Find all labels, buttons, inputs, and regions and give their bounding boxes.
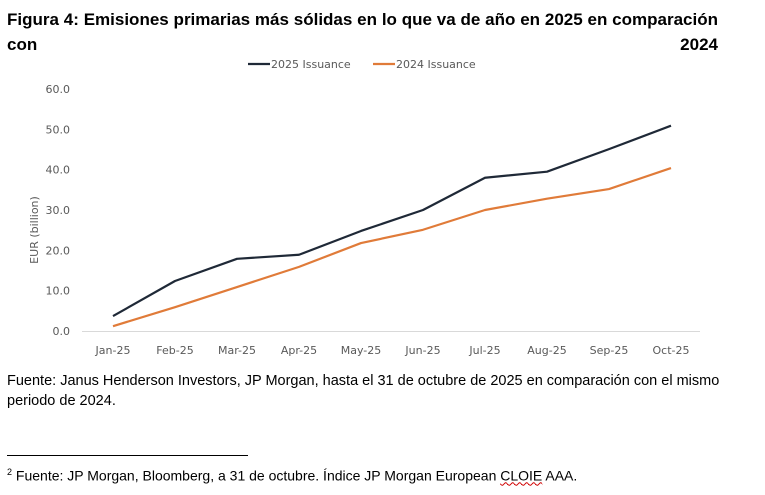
footnote-separator [7,455,248,456]
y-axis-ticks: 0.0 10.0 20.0 30.0 40.0 50.0 60.0 [46,83,71,338]
x-tick-label: Mar-25 [218,344,256,357]
y-tick-label: 20.0 [46,244,71,257]
x-tick-label: Aug-25 [527,344,566,357]
spellcheck-flagged-word[interactable]: CLOIE [500,467,543,484]
x-axis-ticks: Jan-25 Feb-25 Mar-25 Apr-25 May-25 Jun-25 Jul-… [95,344,690,357]
series-lines [112,124,672,328]
figure-title: Figura 4: Emisiones primarias más sólida… [7,10,718,54]
x-tick-label: Jun-25 [404,344,440,357]
footnote-marker: 2 [7,467,13,477]
legend-label: 2024 Issuance [396,58,476,71]
x-tick-label: Apr-25 [281,344,317,357]
x-tick-label: Jan-25 [95,344,131,357]
x-tick-label: Jul-25 [468,344,500,357]
chart-legend: 2025 Issuance 2024 Issuance [248,58,476,71]
footnote: 2 Fuente: JP Morgan, Bloomberg, a 31 de … [7,467,577,484]
y-tick-label: 0.0 [53,325,71,338]
source-note: Fuente: Janus Henderson Investors, JP Mo… [7,373,720,409]
series-line-2025-issuance [112,124,672,318]
legend-label: 2025 Issuance [271,58,351,71]
y-tick-label: 30.0 [46,204,71,217]
x-tick-label: Feb-25 [156,344,193,357]
y-tick-label: 60.0 [46,83,71,96]
series-line-2024-issuance [112,167,672,328]
footnote-text-before: Fuente: JP Morgan, Bloomberg, a 31 de oc… [12,467,501,484]
y-axis-label: EUR (billion) [28,196,41,264]
x-tick-label: Sep-25 [590,344,629,357]
x-tick-label: Oct-25 [653,344,690,357]
y-tick-label: 50.0 [46,123,71,136]
line-chart: 2025 Issuance 2024 Issuance EUR (billion)… [28,58,700,357]
footnote-text-after: AAA. [542,467,578,484]
y-tick-label: 40.0 [46,164,71,177]
x-tick-label: May-25 [341,344,382,357]
y-tick-label: 10.0 [46,285,71,298]
